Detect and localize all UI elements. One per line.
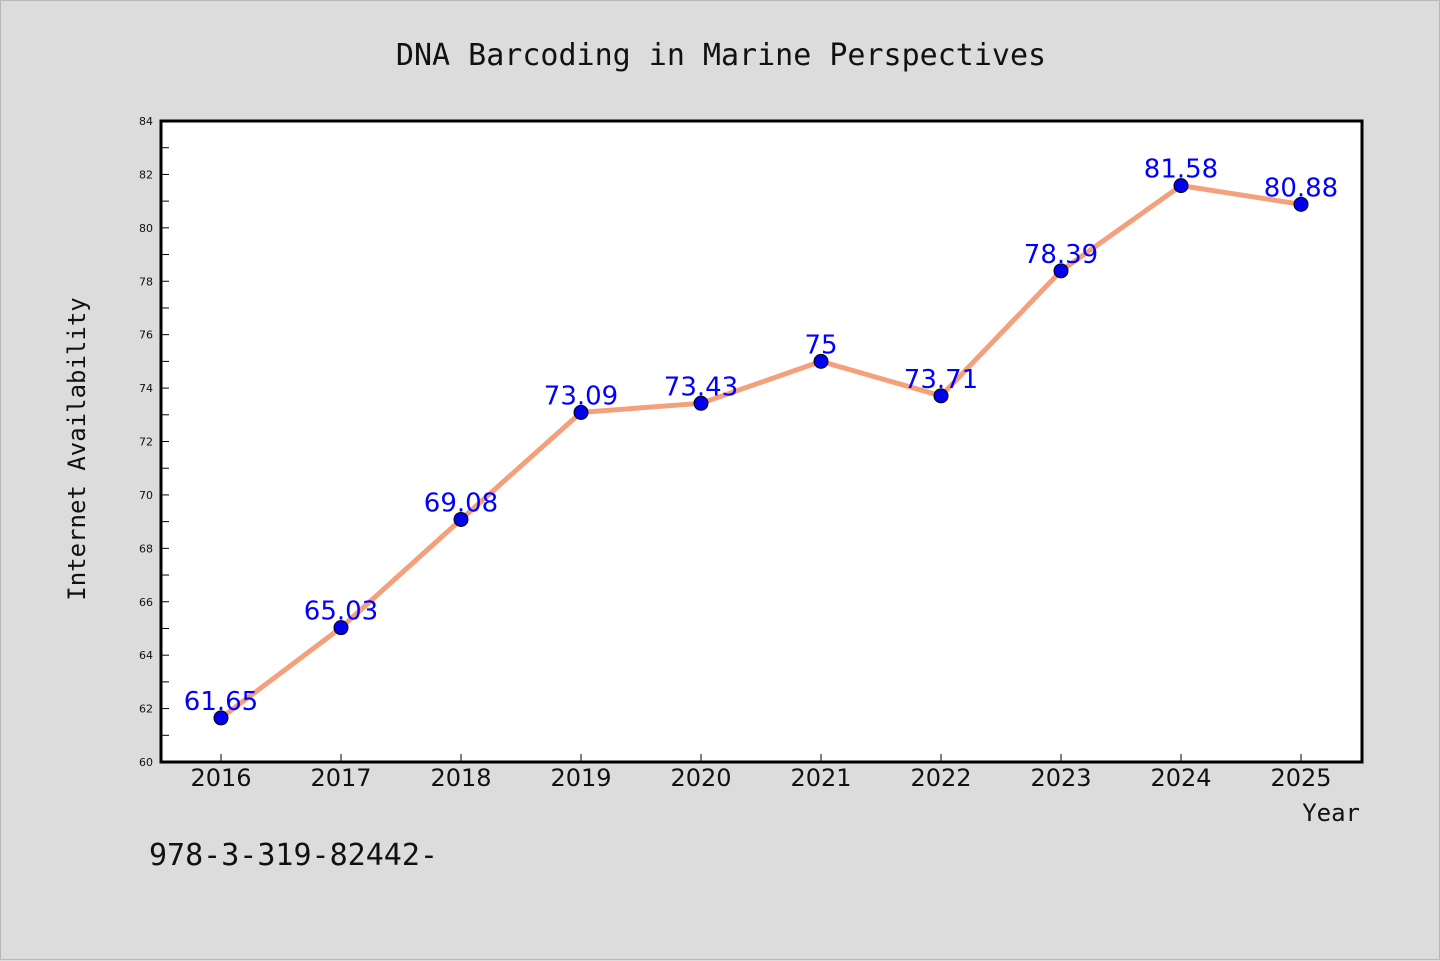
y-tick-label: 70 — [139, 489, 153, 502]
x-tick-label: 2017 — [310, 764, 371, 792]
x-tick-label: 2021 — [790, 764, 851, 792]
footer-isbn-text: 978-3-319-82442- — [149, 838, 438, 873]
data-point — [1173, 178, 1189, 194]
y-tick-label: 78 — [139, 275, 153, 288]
data-label: 65.03 — [304, 597, 378, 627]
data-point — [213, 710, 229, 726]
data-label: 80.88 — [1264, 173, 1338, 203]
data-labels: 61.65 65.03 69.08 73.09 73.43 75 73.71 78.39 81.… — [184, 155, 1338, 717]
data-label: 73.09 — [544, 381, 618, 411]
x-tick-label: 2024 — [1150, 764, 1211, 792]
x-tick-label: 2023 — [1030, 764, 1091, 792]
y-tick-label: 60 — [139, 756, 153, 769]
data-markers — [213, 178, 1309, 726]
y-tick-label: 82 — [139, 168, 153, 181]
x-tick-label: 2020 — [670, 764, 731, 792]
data-point — [573, 404, 589, 420]
data-label: 78.39 — [1024, 240, 1098, 270]
data-point — [933, 388, 949, 404]
data-label: 81.58 — [1144, 155, 1218, 185]
data-point — [1293, 196, 1309, 212]
data-label: 75 — [804, 330, 837, 360]
data-point — [333, 620, 349, 636]
x-tick-label: 2018 — [430, 764, 491, 792]
data-label: 61.65 — [184, 687, 258, 717]
x-tick-label: 2019 — [550, 764, 611, 792]
x-tick-label: 2022 — [910, 764, 971, 792]
y-tick-label: 62 — [139, 703, 153, 716]
y-tick-label: 84 — [139, 115, 153, 128]
data-point — [693, 395, 709, 411]
data-point — [813, 353, 829, 369]
data-label: 69.08 — [424, 488, 498, 518]
y-axis-ticks: 60 62 64 66 68 70 72 74 76 78 80 82 84 — [139, 115, 169, 769]
y-tick-label: 72 — [139, 436, 153, 449]
x-tick-label: 2016 — [190, 764, 251, 792]
y-tick-label: 64 — [139, 649, 153, 662]
y-tick-label: 80 — [139, 222, 153, 235]
y-axis-label: Internet Availability — [63, 297, 91, 600]
x-axis-ticks: 2016 2017 2018 2019 2020 2021 2022 2023 2024 2025 — [190, 754, 1332, 792]
data-point — [453, 511, 469, 527]
data-label: 73.43 — [664, 372, 738, 402]
chart-title: DNA Barcoding in Marine Perspectives — [396, 38, 1046, 73]
y-tick-label: 76 — [139, 329, 153, 342]
y-tick-label: 74 — [139, 382, 153, 395]
data-label: 73.71 — [904, 365, 978, 395]
data-point — [1053, 263, 1069, 279]
x-tick-label: 2025 — [1270, 764, 1331, 792]
x-axis-label: Year — [1302, 799, 1360, 827]
y-tick-label: 68 — [139, 542, 153, 555]
plot-area — [159, 119, 1364, 764]
series-line — [219, 183, 1302, 720]
y-tick-label: 66 — [139, 596, 153, 609]
